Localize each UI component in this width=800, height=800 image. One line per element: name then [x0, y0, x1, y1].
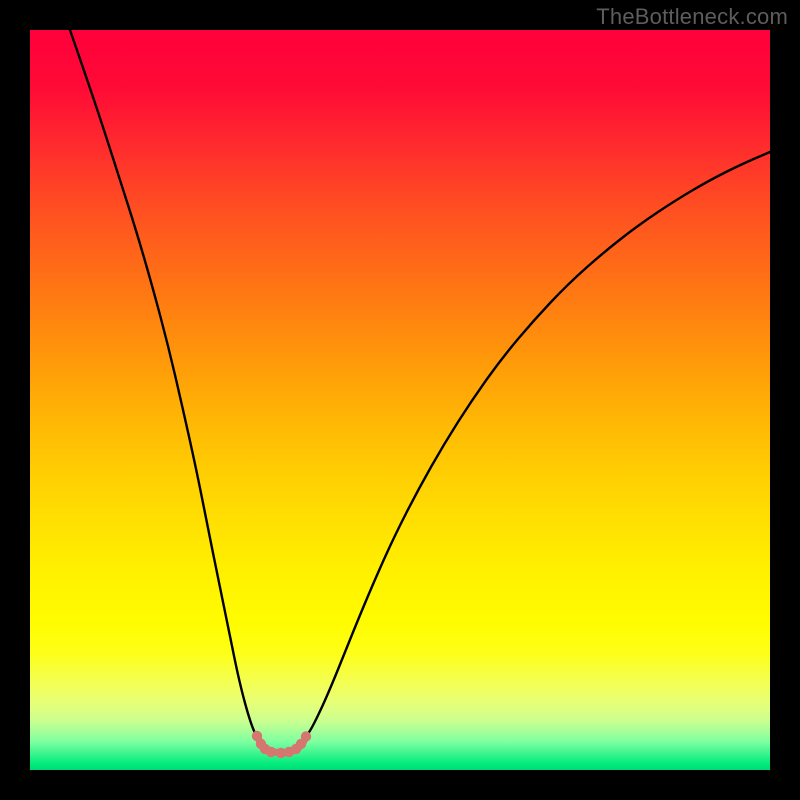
plot-area: [30, 30, 770, 770]
watermark-label: TheBottleneck.com: [596, 4, 788, 30]
curve-layer: [30, 30, 770, 770]
bottleneck-curve: [70, 30, 770, 753]
curve-bottom-marker: [252, 731, 311, 758]
chart-root: TheBottleneck.com: [0, 0, 800, 800]
